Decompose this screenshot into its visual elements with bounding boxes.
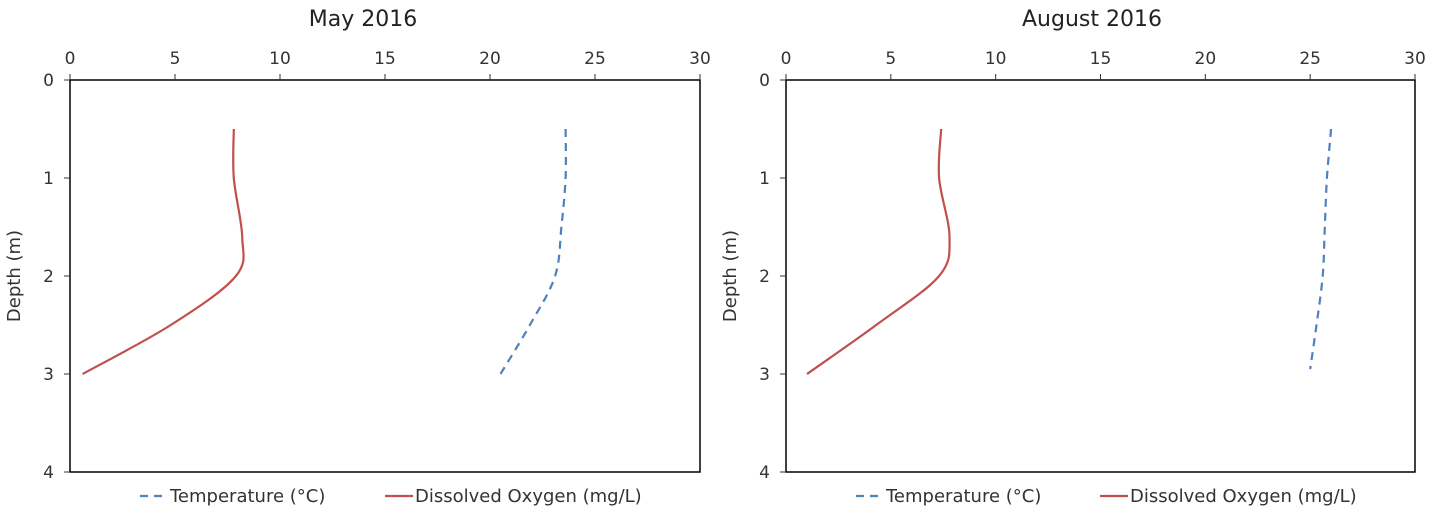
y-tick-label: 2 [43, 267, 54, 287]
y-axis-label: Depth (m) [4, 230, 25, 322]
series-line-temperature [1309, 128, 1333, 370]
y-tick-label: 2 [759, 267, 770, 287]
legend-label-temperature: Temperature (°C) [885, 486, 1041, 507]
y-tick-label: 0 [43, 71, 54, 91]
chart-title: May 2016 [309, 7, 417, 32]
y-tick-label: 4 [759, 463, 770, 483]
y-tick-label: 4 [43, 463, 54, 483]
x-tick-label: 30 [689, 49, 711, 69]
x-tick-label: 15 [1090, 49, 1112, 69]
series-line-dissolved-oxygen [82, 128, 245, 375]
y-axis-label: Depth (m) [720, 230, 741, 322]
x-tick-label: 0 [781, 49, 792, 69]
chart-panel-1: May 2016 0 5 10 15 20 25 30 0 1 2 3 4 Depth (m) Temper… [4, 7, 711, 507]
x-tick-label: 20 [1195, 49, 1217, 69]
series-line-temperature [499, 128, 568, 375]
series-line-dissolved-oxygen [806, 128, 951, 375]
chart-title: August 2016 [1022, 7, 1162, 32]
x-tick-label: 20 [479, 49, 501, 69]
x-tick-label: 5 [170, 49, 181, 69]
x-tick-label: 15 [374, 49, 396, 69]
y-tick-label: 0 [759, 71, 770, 91]
x-tick-label: 25 [584, 49, 606, 69]
y-tick-label: 3 [759, 365, 770, 385]
x-tick-label: 10 [985, 49, 1007, 69]
legend-label-dissolved-oxygen: Dissolved Oxygen (mg/L) [415, 486, 642, 507]
x-tick-label: 30 [1404, 49, 1426, 69]
y-tick-label: 3 [43, 365, 54, 385]
x-tick-label: 0 [65, 49, 76, 69]
y-tick-label: 1 [43, 169, 54, 189]
x-tick-label: 5 [885, 49, 896, 69]
plot-area [785, 79, 1416, 473]
y-tick-label: 1 [759, 169, 770, 189]
x-tick-label: 10 [269, 49, 291, 69]
legend-label-dissolved-oxygen: Dissolved Oxygen (mg/L) [1130, 486, 1357, 507]
chart-panel-2: August 2016 0 5 10 15 20 25 30 0 1 2 3 4 Depth (m) Tem… [720, 7, 1426, 507]
plot-area [69, 79, 701, 473]
legend-label-temperature: Temperature (°C) [169, 486, 325, 507]
x-tick-label: 25 [1299, 49, 1321, 69]
